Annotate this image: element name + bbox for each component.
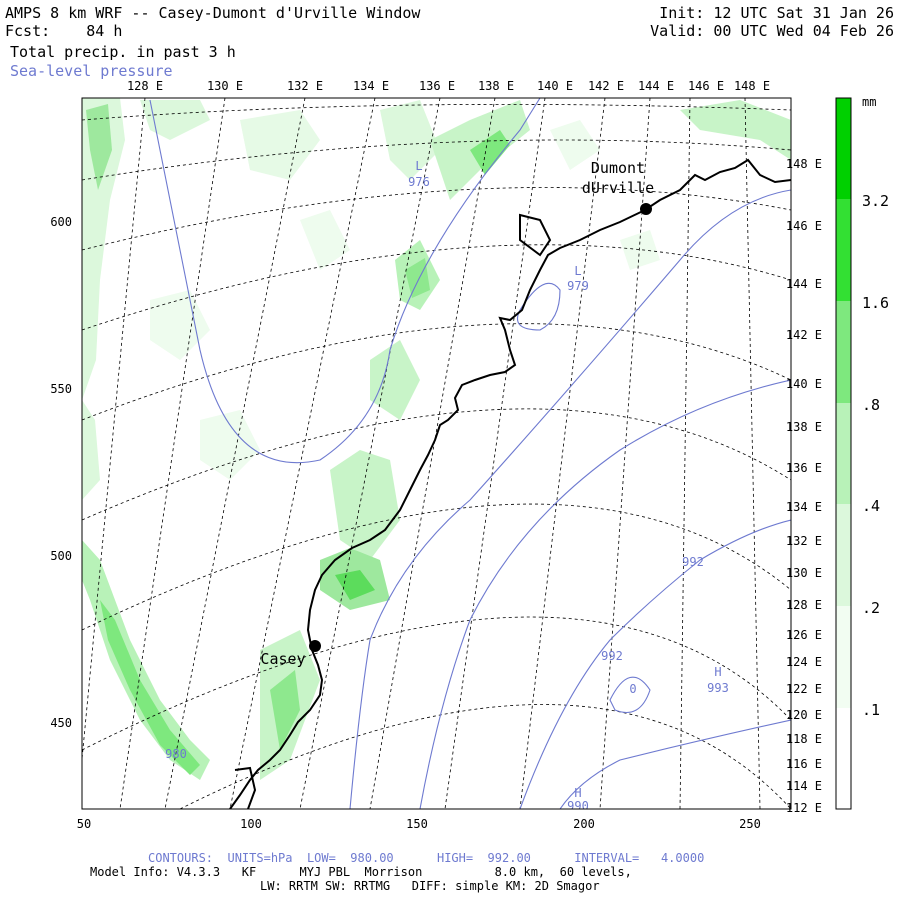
pressure-value: 976 bbox=[408, 175, 430, 189]
pressure-value: 990 bbox=[567, 799, 589, 813]
stations: Dumont dUrville Casey bbox=[260, 159, 654, 668]
lon-label: 122 E bbox=[786, 682, 822, 696]
lon-label: 132 E bbox=[287, 79, 323, 93]
station-marker-casey[interactable] bbox=[309, 640, 321, 652]
colorbar-swatch bbox=[836, 403, 851, 504]
pressure-label-group: L 976 L 979 992 992 H 993 980 H 990 0 bbox=[165, 159, 729, 813]
slp-contours bbox=[149, 98, 791, 809]
colorbar-labels: 3.2 1.6 .8 .4 .2 .1 bbox=[862, 192, 889, 719]
station-label-dumont-line2: dUrville bbox=[582, 179, 654, 197]
y-tick: 500 bbox=[50, 549, 72, 563]
colorbar-frame bbox=[835, 97, 852, 810]
lon-label: 140 E bbox=[786, 377, 822, 391]
lon-label: 130 E bbox=[786, 566, 822, 580]
colorbar-swatch bbox=[836, 504, 851, 606]
lon-label: 136 E bbox=[786, 461, 822, 475]
lon-label: 148 E bbox=[734, 79, 770, 93]
lon-label: 138 E bbox=[786, 420, 822, 434]
colorbar: mm 3.2 1.6 .8 .4 .2 .1 bbox=[835, 95, 889, 810]
coastline bbox=[229, 158, 791, 809]
map-frame bbox=[81, 97, 792, 810]
colorbar-label: .8 bbox=[862, 396, 880, 414]
lon-label: 132 E bbox=[786, 534, 822, 548]
colorbar-label: 3.2 bbox=[862, 192, 889, 210]
valid-time: Valid: 00 UTC Wed 04 Feb 26 bbox=[650, 22, 894, 40]
lon-label: 142 E bbox=[588, 79, 624, 93]
contours-info: CONTOURS: UNITS=hPa LOW= 980.00 HIGH= 99… bbox=[148, 851, 705, 865]
x-tick: 50 bbox=[77, 817, 91, 831]
fcst-value: 84 h bbox=[86, 22, 123, 40]
pressure-value: 992 bbox=[601, 649, 623, 663]
lon-label: 118 E bbox=[786, 732, 822, 746]
lon-label: 138 E bbox=[478, 79, 514, 93]
pressure-value: 0 bbox=[629, 682, 636, 696]
colorbar-label: .1 bbox=[862, 701, 880, 719]
lon-label: 146 E bbox=[786, 219, 822, 233]
x-tick: 100 bbox=[240, 817, 262, 831]
lon-label: 114 E bbox=[786, 779, 822, 793]
x-tick: 250 bbox=[739, 817, 761, 831]
model-info: Model Info: V4.3.3 KF MYJ PBL Morrison 8… bbox=[90, 865, 632, 879]
lon-label: 112 E bbox=[786, 801, 822, 815]
right-longitude-labels: 148 E 146 E 144 E 142 E 140 E 138 E 136 … bbox=[786, 157, 822, 815]
pressure-value: 993 bbox=[707, 681, 729, 695]
lon-label: 126 E bbox=[786, 628, 822, 642]
y-tick-labels: 600 550 500 450 bbox=[50, 215, 72, 730]
lon-label: 134 E bbox=[353, 79, 389, 93]
station-label-dumont-line1: Dumont bbox=[591, 159, 645, 177]
slp-field-label: Sea-level pressure bbox=[10, 62, 173, 80]
pressure-value: 992 bbox=[682, 555, 704, 569]
x-tick: 150 bbox=[406, 817, 428, 831]
pressure-symbol: H bbox=[574, 786, 581, 800]
pressure-symbol: L bbox=[574, 264, 581, 278]
lon-label: 116 E bbox=[786, 757, 822, 771]
pressure-symbol: H bbox=[714, 665, 721, 679]
physics-info: LW: RRTM SW: RRTMG DIFF: simple KM: 2D S… bbox=[260, 879, 600, 893]
x-tick: 200 bbox=[573, 817, 595, 831]
lon-label: 128 E bbox=[786, 598, 822, 612]
lon-label: 140 E bbox=[537, 79, 573, 93]
station-label-casey: Casey bbox=[260, 650, 305, 668]
lon-label: 128 E bbox=[127, 79, 163, 93]
lon-label: 124 E bbox=[786, 655, 822, 669]
lon-label: 136 E bbox=[419, 79, 455, 93]
graticule-parallels bbox=[82, 103, 791, 809]
pressure-value: 980 bbox=[165, 747, 187, 761]
colorbar-unit: mm bbox=[862, 95, 876, 109]
chart-title: AMPS 8 km WRF -- Casey-Dumont d'Urville … bbox=[5, 4, 421, 22]
forecast-hour: Fcst: 84 h bbox=[5, 22, 122, 40]
pressure-symbol: L bbox=[415, 159, 422, 173]
lon-label: 144 E bbox=[638, 79, 674, 93]
colorbar-swatch-empty bbox=[836, 708, 851, 809]
init-time: Init: 12 UTC Sat 31 Jan 26 bbox=[659, 4, 894, 22]
lon-label: 142 E bbox=[786, 328, 822, 342]
colorbar-label: .2 bbox=[862, 599, 880, 617]
y-tick: 600 bbox=[50, 215, 72, 229]
x-tick-labels: 50 100 150 200 250 bbox=[77, 817, 761, 831]
fcst-label: Fcst: bbox=[5, 22, 51, 40]
lon-label: 134 E bbox=[786, 500, 822, 514]
lon-label: 148 E bbox=[786, 157, 822, 171]
y-tick: 550 bbox=[50, 382, 72, 396]
lon-label: 146 E bbox=[688, 79, 724, 93]
lon-label: 130 E bbox=[207, 79, 243, 93]
colorbar-swatch bbox=[836, 199, 851, 301]
station-marker-dumont[interactable] bbox=[640, 203, 652, 215]
colorbar-label: 1.6 bbox=[862, 294, 889, 312]
colorbar-label: .4 bbox=[862, 497, 880, 515]
lon-label: 144 E bbox=[786, 277, 822, 291]
y-tick: 450 bbox=[50, 716, 72, 730]
colorbar-swatch bbox=[836, 301, 851, 403]
lon-label: 120 E bbox=[786, 708, 822, 722]
graticule-meridians bbox=[82, 98, 761, 809]
pressure-value: 979 bbox=[567, 279, 589, 293]
precip-shading bbox=[82, 98, 791, 780]
precip-field-label: Total precip. in past 3 h bbox=[10, 43, 236, 61]
colorbar-swatch bbox=[836, 98, 851, 199]
colorbar-swatch bbox=[836, 606, 851, 708]
top-longitude-labels: 128 E 130 E 132 E 134 E 136 E 138 E 140 … bbox=[127, 79, 770, 93]
